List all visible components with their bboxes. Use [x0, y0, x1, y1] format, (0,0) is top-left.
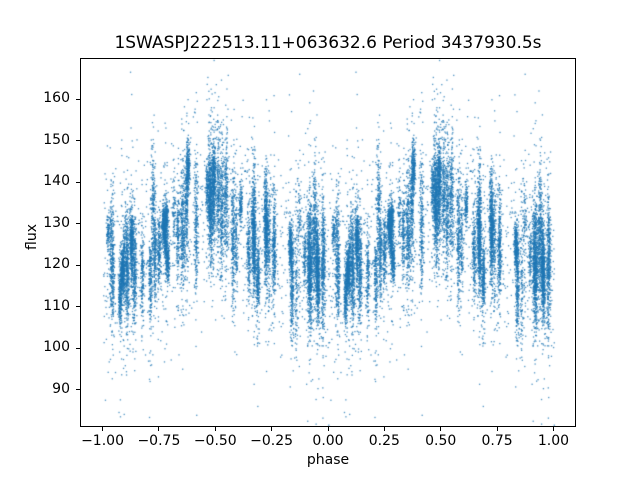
- plot-area: [80, 58, 576, 427]
- x-tick-label: −0.50: [193, 433, 237, 449]
- y-tick-mark: [76, 347, 80, 349]
- x-tick-mark: [383, 427, 385, 431]
- y-tick-label: 160: [43, 90, 70, 107]
- y-tick-mark: [76, 389, 80, 391]
- x-tick-mark: [158, 427, 160, 431]
- x-tick-label: 1.00: [537, 433, 570, 449]
- y-axis-label: flux: [24, 224, 40, 250]
- x-tick-mark: [102, 427, 104, 431]
- chart-title: 1SWASPJ222513.11+063632.6 Period 3437930…: [114, 33, 542, 53]
- y-tick-mark: [76, 223, 80, 225]
- x-tick-label: −0.75: [137, 433, 181, 449]
- y-tick-mark: [76, 98, 80, 100]
- x-tick-mark: [271, 427, 273, 431]
- y-tick-label: 90: [52, 380, 70, 397]
- y-tick-label: 110: [43, 297, 70, 314]
- y-tick-label: 150: [43, 131, 70, 148]
- y-tick-mark: [76, 181, 80, 183]
- y-tick-label: 130: [43, 214, 70, 231]
- y-tick-mark: [76, 264, 80, 266]
- x-tick-mark: [552, 427, 554, 431]
- y-tick-label: 100: [43, 339, 70, 356]
- x-tick-label: 0.25: [368, 433, 400, 449]
- y-tick-mark: [76, 140, 80, 142]
- x-tick-label: 0.75: [481, 433, 513, 449]
- x-tick-label: −0.25: [250, 433, 294, 449]
- y-tick-label: 140: [43, 173, 70, 190]
- x-tick-mark: [327, 427, 329, 431]
- x-tick-label: 0.00: [312, 433, 344, 449]
- y-tick-mark: [76, 306, 80, 308]
- x-tick-label: −1.00: [81, 433, 124, 449]
- x-tick-mark: [496, 427, 498, 431]
- x-tick-label: 0.50: [425, 433, 457, 449]
- y-tick-label: 120: [43, 256, 70, 273]
- scatter-canvas: [81, 59, 575, 426]
- x-tick-mark: [214, 427, 216, 431]
- x-axis-label: phase: [306, 452, 350, 468]
- x-tick-mark: [440, 427, 442, 431]
